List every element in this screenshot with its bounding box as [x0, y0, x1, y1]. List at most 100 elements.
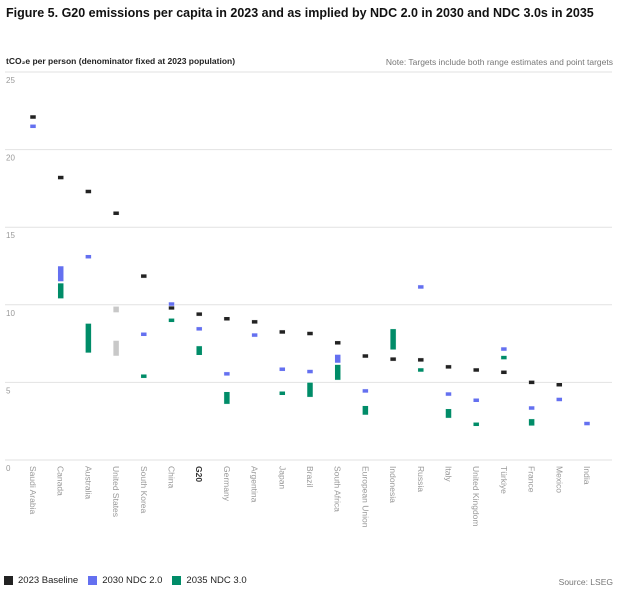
- data-mark-2030-ndc-2-0-canada: [57, 265, 64, 282]
- y-tick-label: 25: [6, 76, 15, 85]
- data-mark-2030-ndc-2-0-brazil: [306, 369, 314, 374]
- data-mark-2030-ndc-2-0-united-kingdom: [472, 397, 480, 403]
- x-tick-label: Germany: [222, 466, 232, 502]
- legend-swatch: [88, 576, 98, 585]
- data-mark-2023-baseline-canada: [57, 175, 64, 180]
- data-mark-2030-ndc-2-0-france: [528, 405, 535, 411]
- data-mark-2023-baseline-italy: [445, 364, 452, 370]
- data-mark-2035-ndc-3-0-russia: [417, 367, 425, 373]
- data-mark-2023-baseline-china: [168, 305, 175, 311]
- data-mark-2030-ndc-2-0-india: [583, 421, 591, 426]
- x-tick-label: United States: [111, 466, 121, 517]
- data-mark-2035-ndc-3-0-france: [528, 418, 535, 427]
- x-tick-label: Italy: [444, 466, 454, 482]
- data-mark-2023-baseline-argentina: [251, 319, 258, 325]
- data-mark-2030-ndc-2-0-japan: [279, 366, 286, 372]
- data-mark-2030-ndc-2-0-t-rkiye: [500, 346, 508, 352]
- data-mark-2023-baseline-united-kingdom: [472, 367, 480, 373]
- data-mark-2023-baseline-france: [528, 380, 535, 385]
- data-mark-2023-baseline-russia: [417, 357, 425, 363]
- data-mark-2035-ndc-3-0-indonesia: [389, 328, 397, 351]
- x-tick-label: Russia: [416, 466, 426, 492]
- data-mark-2030-ndc-2-0-south-korea: [140, 332, 148, 337]
- data-mark-2023-baseline-japan: [279, 329, 286, 335]
- data-mark-2030-ndc-2-0-italy: [445, 391, 452, 397]
- data-mark-2030-ndc-2-0-g20: [195, 326, 203, 332]
- x-tick-label: Argentina: [250, 466, 260, 503]
- data-mark-2023-baseline-saudi-arabia: [29, 114, 37, 120]
- data-mark-2023-baseline-t-rkiye: [500, 370, 508, 375]
- data-mark-2030-ndc-2-0-germany: [223, 371, 231, 377]
- data-mark-2035-ndc-3-0-australia: [85, 323, 92, 354]
- x-tick-label: South Africa: [333, 466, 343, 512]
- y-tick-label: 20: [6, 154, 15, 163]
- x-tick-label: South Korea: [139, 466, 149, 514]
- data-mark-2023-baseline-brazil: [306, 331, 314, 336]
- x-tick-label: Mexico: [554, 466, 564, 493]
- y-tick-label: 10: [6, 309, 15, 318]
- data-mark-2030-ndc-2-0-russia: [417, 284, 425, 290]
- legend-item-ndc3: 2035 NDC 3.0: [172, 575, 247, 586]
- data-mark-2023-baseline-indonesia: [389, 356, 397, 362]
- y-tick-label: 0: [6, 464, 11, 473]
- data-mark-2023-baseline-germany: [223, 316, 231, 322]
- legend-swatch: [172, 576, 182, 585]
- legend-label: 2023 Baseline: [18, 575, 79, 586]
- legend-label: 2030 NDC 2.0: [102, 575, 163, 586]
- data-mark-2023-baseline-south-korea: [140, 273, 148, 279]
- data-mark-2023-baseline-european-union: [362, 353, 369, 359]
- source-note: Source: LSEG: [558, 577, 613, 587]
- y-tick-label: 15: [6, 231, 15, 240]
- data-mark-2035-ndc-3-0-japan: [279, 391, 286, 396]
- x-tick-label: India: [582, 466, 592, 485]
- x-tick-label: United Kingdom: [471, 466, 481, 526]
- data-mark-2030-ndc-2-0-china: [168, 301, 175, 307]
- legend-label: 2035 NDC 3.0: [186, 575, 247, 586]
- data-mark-2030-ndc-2-0-saudi-arabia: [29, 124, 37, 129]
- data-mark-2035-ndc-3-0-germany: [223, 391, 231, 405]
- x-tick-label: Indonesia: [388, 466, 398, 503]
- data-mark-2035-ndc-3-0-united-kingdom: [472, 422, 480, 427]
- data-mark-2023-baseline-mexico: [556, 382, 563, 387]
- data-mark-2035-ndc-3-0-brazil: [306, 382, 314, 398]
- x-tick-label: Brazil: [305, 466, 315, 487]
- legend-swatch: [4, 576, 13, 585]
- legend: 2023 Baseline 2030 NDC 2.0 2035 NDC 3.0: [4, 575, 247, 586]
- data-mark-2030-ndc-2-0-south-africa: [334, 354, 341, 364]
- data-mark-2035-ndc-3-0-canada: [57, 282, 64, 299]
- x-tick-label: European Union: [360, 466, 370, 528]
- data-mark-2035-ndc-3-0-g20: [195, 345, 203, 356]
- data-mark-unlabeled-united-states: [112, 306, 120, 313]
- data-mark-2023-baseline-south-africa: [334, 340, 341, 346]
- x-tick-label: Australia: [83, 466, 93, 499]
- data-mark-2030-ndc-2-0-mexico: [556, 397, 563, 402]
- chart-note: Note: Targets include both range estimat…: [385, 57, 613, 67]
- x-tick-label: Türkiye: [499, 466, 509, 494]
- chart-title: Figure 5. G20 emissions per capita in 20…: [6, 6, 594, 20]
- data-mark-2030-ndc-2-0-australia: [85, 254, 92, 259]
- data-mark-2035-ndc-3-0-t-rkiye: [500, 355, 508, 360]
- data-mark-2030-ndc-2-0-european-union: [362, 388, 369, 394]
- data-mark-2030-ndc-2-0-argentina: [251, 332, 258, 338]
- y-tick-label: 5: [6, 386, 11, 395]
- data-mark-2035-ndc-3-0-italy: [445, 408, 452, 419]
- x-tick-label: Saudi Arabia: [28, 466, 38, 514]
- data-mark-2035-ndc-3-0-south-africa: [334, 364, 341, 381]
- data-mark-2035-ndc-3-0-south-korea: [140, 373, 148, 379]
- data-mark-2023-baseline-g20: [195, 311, 203, 317]
- x-tick-label: Canada: [56, 466, 66, 496]
- y-axis-label: tCO₂e per person (denominator fixed at 2…: [6, 56, 236, 66]
- legend-item-ndc2: 2030 NDC 2.0: [88, 575, 162, 586]
- data-mark-unlabeled-united-states: [112, 340, 120, 357]
- data-mark-2035-ndc-3-0-china: [168, 318, 175, 323]
- x-tick-label: France: [527, 466, 537, 493]
- data-mark-2023-baseline-australia: [85, 189, 92, 194]
- legend-item-baseline: 2023 Baseline: [4, 575, 78, 586]
- x-tick-label: G20: [194, 466, 204, 482]
- data-mark-2023-baseline-united-states: [112, 210, 120, 216]
- x-tick-label: China: [167, 466, 177, 488]
- data-mark-2035-ndc-3-0-european-union: [362, 405, 369, 416]
- x-tick-label: Japan: [277, 466, 287, 489]
